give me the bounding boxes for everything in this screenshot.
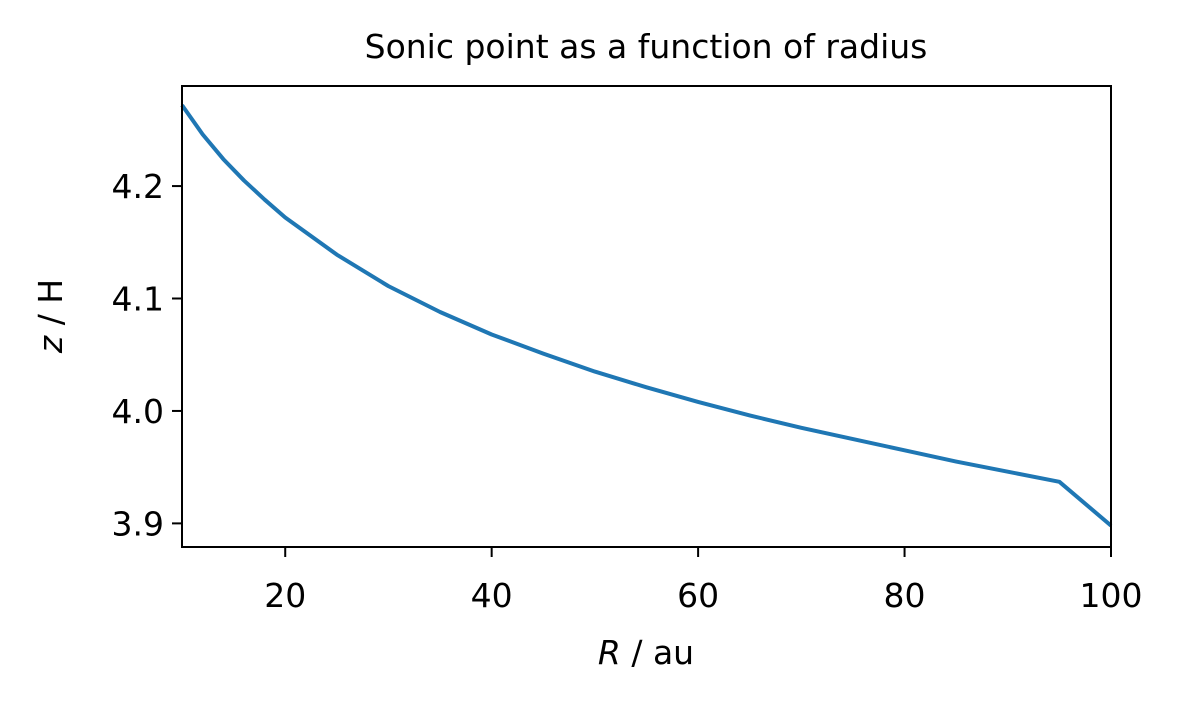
x-tick-label: 60 — [677, 576, 719, 615]
y-tick-label: 4.2 — [112, 167, 164, 206]
x-tick-label: 100 — [1080, 576, 1143, 615]
y-axis-ticks: 3.9 4.0 4.1 4.2 — [112, 167, 182, 543]
y-tick-label: 3.9 — [112, 504, 164, 543]
x-axis-label-unit: / au — [621, 633, 694, 672]
x-tick-label: 80 — [884, 576, 926, 615]
series-line — [180, 103, 1113, 528]
x-axis-label-var: R — [598, 633, 621, 672]
plot-area — [180, 85, 1113, 548]
chart-title: Sonic point as a function of radius — [365, 27, 928, 66]
y-tick-label: 4.0 — [112, 392, 164, 431]
y-axis-label-unit: / H — [31, 279, 70, 336]
plot-frame — [181, 85, 1112, 548]
x-axis-label: R / au — [598, 633, 694, 672]
x-axis-ticks: 20 40 60 80 100 — [264, 547, 1143, 615]
y-tick-label: 4.1 — [112, 280, 164, 319]
x-tick-label: 20 — [264, 576, 306, 615]
x-tick-label: 40 — [471, 576, 513, 615]
y-axis-label: z / H — [31, 279, 70, 354]
y-axis-label-var: z — [31, 335, 70, 354]
